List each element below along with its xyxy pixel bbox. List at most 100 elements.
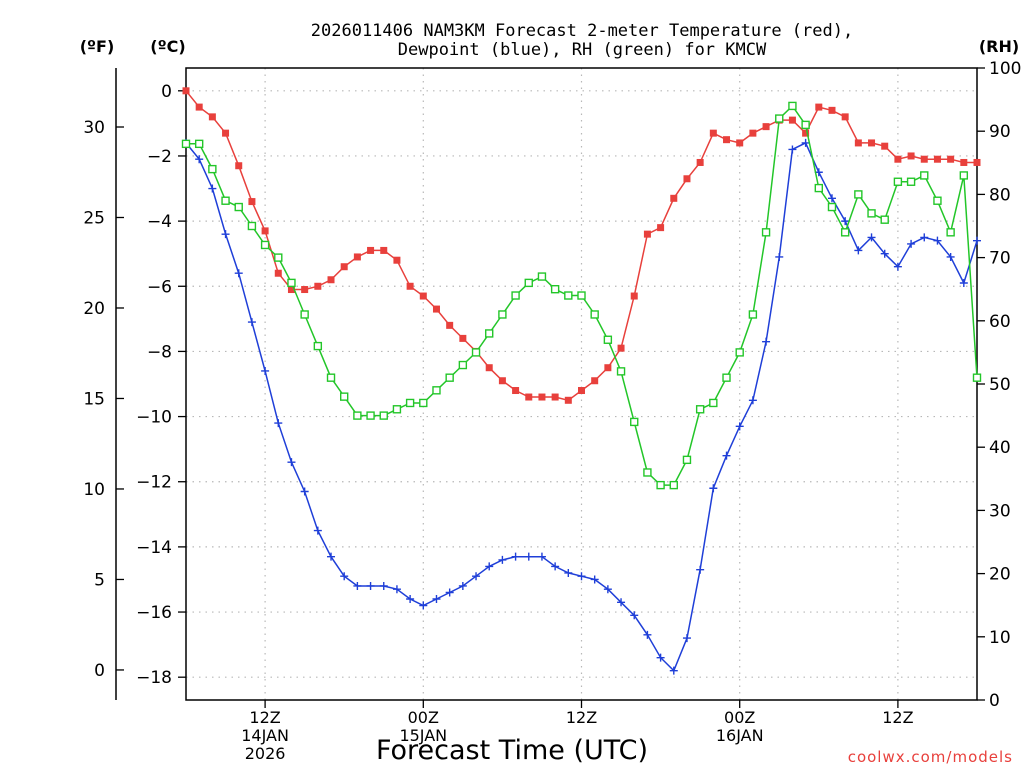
temperature-point <box>973 158 981 166</box>
plot-frame <box>185 67 978 701</box>
rh-point <box>274 253 283 262</box>
x-tick-label-date: 15JAN <box>399 726 447 745</box>
temperature-point <box>960 158 968 166</box>
rh-tick-label: 90 <box>989 122 1011 142</box>
dewpoint-point <box>959 279 968 288</box>
temperature-point <box>762 123 770 131</box>
rh-point <box>880 215 889 224</box>
temperature-point <box>723 136 731 144</box>
temperature-point <box>749 129 757 137</box>
celsius-tick-label: −4 <box>147 212 172 232</box>
data-series <box>181 87 982 675</box>
dewpoint-point <box>643 630 652 639</box>
temperature-point <box>446 321 454 329</box>
dewpoint-point <box>300 487 309 496</box>
dewpoint-point <box>775 252 784 261</box>
dewpoint-point <box>577 572 586 581</box>
fahrenheit-tick-label: 5 <box>94 570 105 590</box>
celsius-tick-label: −6 <box>147 277 172 297</box>
rh-tick-label: 40 <box>989 438 1011 458</box>
rh-point <box>194 139 204 149</box>
dewpoint-point <box>933 236 942 245</box>
rh-point <box>735 348 744 357</box>
temperature-point <box>301 286 309 294</box>
x-tick-label-year: 2026 <box>245 744 286 763</box>
fahrenheit-tick-label: 25 <box>83 208 105 228</box>
dewpoint-point <box>313 526 322 535</box>
chart-title-line1: 2026011406 NAM3KM Forecast 2-meter Tempe… <box>311 21 853 41</box>
rh-point <box>643 468 652 477</box>
dewpoint-point <box>630 611 639 620</box>
rh-tick-label: 50 <box>989 375 1011 395</box>
rh-tick-label: 70 <box>989 249 1011 269</box>
dewpoint-point <box>788 145 797 154</box>
dewpoint-point <box>234 269 243 278</box>
temperature-point <box>709 129 717 137</box>
rh-unit-label: (RH) <box>979 37 1019 56</box>
dewpoint-point <box>287 458 296 467</box>
x-tick-label-time: 12Z <box>882 708 913 727</box>
dewpoint-point <box>432 595 441 604</box>
x-tick-label-time: 12Z <box>249 708 280 727</box>
rh-point <box>550 285 560 294</box>
temperature-point <box>683 175 691 183</box>
tick-labels: 0−2−4−6−8−10−12−14−16−183025201510500102… <box>83 59 1021 763</box>
temperature-point <box>459 334 467 342</box>
dewpoint-point <box>880 249 889 258</box>
rh-point <box>946 228 955 237</box>
dewpoint-point <box>327 552 336 561</box>
rh-tick-label: 80 <box>989 185 1011 205</box>
temperature-line <box>185 90 977 402</box>
temperature-point <box>551 393 559 401</box>
dewpoint-point <box>379 581 388 590</box>
dewpoint-point <box>353 581 362 590</box>
rh-point <box>867 209 876 218</box>
rh-point <box>630 417 639 427</box>
rh-point <box>709 398 718 408</box>
temperature-point <box>920 155 928 163</box>
dewpoint-point <box>221 230 230 239</box>
dewpoint-point <box>208 184 217 193</box>
temperature-point <box>419 292 427 300</box>
rh-tick-label: 20 <box>989 565 1011 585</box>
temperature-point <box>907 152 915 160</box>
temperature-point <box>182 87 190 95</box>
rh-point <box>761 228 771 237</box>
temperature-point <box>485 364 493 372</box>
rh-tick-label: 30 <box>989 501 1011 521</box>
temperature-point <box>933 155 941 163</box>
celsius-tick-label: 0 <box>161 82 172 102</box>
dewpoint-point <box>669 666 678 675</box>
celsius-tick-label: −14 <box>136 538 172 558</box>
rh-point <box>840 228 850 237</box>
temperature-point <box>287 286 295 294</box>
rh-tick-label: 100 <box>989 59 1021 79</box>
rh-point <box>801 120 810 130</box>
dewpoint-point <box>445 588 454 597</box>
dewpoint-point <box>551 562 560 571</box>
temperature-point <box>630 292 638 300</box>
rh-point <box>353 411 362 420</box>
rh-point <box>748 310 758 319</box>
dewpoint-point <box>827 194 836 203</box>
dewpoint-point <box>946 252 955 261</box>
rh-point <box>498 310 507 319</box>
rh-point <box>603 335 613 344</box>
dewpoint-point <box>458 581 467 590</box>
rh-point <box>392 405 402 414</box>
rh-point <box>827 202 837 212</box>
rh-point <box>405 398 415 408</box>
x-tick-label-time: 00Z <box>408 708 439 727</box>
temperature-point <box>314 282 322 290</box>
celsius-unit-label: (ºC) <box>150 37 185 56</box>
fahrenheit-tick-label: 0 <box>94 661 105 681</box>
dewpoint-point <box>748 396 757 405</box>
temperature-point <box>432 305 440 313</box>
rh-point <box>959 171 969 180</box>
dewpoint-point <box>920 233 929 242</box>
fahrenheit-tick-label: 20 <box>83 299 105 319</box>
temperature-point <box>696 158 704 166</box>
rh-tick-label: 60 <box>989 312 1011 332</box>
rh-point <box>814 183 823 193</box>
